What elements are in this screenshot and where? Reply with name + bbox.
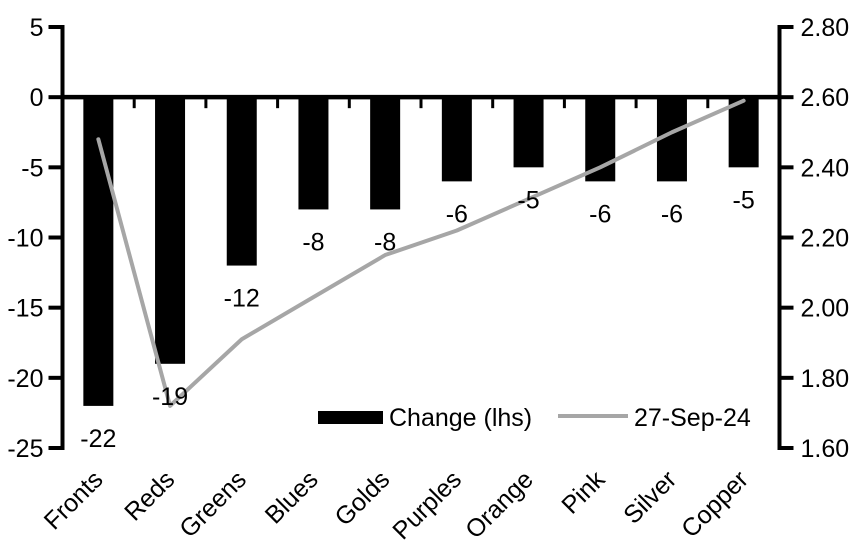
bar: [83, 97, 114, 406]
category-label: Silver: [618, 465, 682, 529]
left-tick-label: 5: [30, 14, 44, 42]
bar-label: -5: [733, 186, 755, 214]
bar-label: -22: [80, 425, 116, 453]
category-label: Reds: [119, 465, 180, 526]
category-label: Purples: [387, 465, 467, 545]
bar-label: -6: [661, 200, 683, 228]
bar: [728, 97, 759, 168]
right-tick-label: 2.60: [801, 84, 850, 112]
right-tick-label: 2.40: [801, 154, 850, 182]
line-series: [96, 98, 746, 408]
category-label: Pink: [556, 465, 611, 520]
legend: Change (lhs) 27-Sep-24: [318, 404, 751, 432]
legend-swatch-bar: [318, 411, 383, 424]
bar: [441, 97, 472, 182]
legend-label: Change (lhs): [389, 404, 532, 432]
bar-label: -12: [224, 285, 260, 313]
category-label: Copper: [676, 465, 754, 543]
right-tick-label: 2.20: [801, 225, 850, 253]
bar-label: -19: [152, 383, 188, 411]
right-tick-label: 2.00: [801, 295, 850, 323]
right-tick-label: 1.80: [801, 365, 850, 393]
legend-label: 27-Sep-24: [634, 404, 751, 432]
category-label: Fronts: [39, 465, 109, 535]
bar: [298, 97, 329, 210]
right-tick-label: 2.80: [801, 14, 850, 42]
bar-label: -8: [374, 228, 396, 256]
category-label: Orange: [460, 465, 539, 544]
left-tick-label: -10: [7, 225, 43, 253]
left-tick-label: -20: [7, 365, 43, 393]
left-tick-label: -5: [21, 154, 43, 182]
bar: [226, 97, 257, 266]
left-tick-label: 0: [30, 84, 44, 112]
bar: [370, 97, 401, 210]
right-tick-label: 1.60: [801, 435, 850, 463]
bar: [513, 97, 544, 168]
category-label: Greens: [174, 465, 252, 543]
left-tick-label: -25: [7, 435, 43, 463]
category-label: Golds: [329, 465, 395, 531]
bar: [155, 97, 186, 364]
bar-label: -6: [589, 200, 611, 228]
left-tick-label: -15: [7, 295, 43, 323]
bar-label: -8: [302, 228, 324, 256]
bar-label: -5: [517, 186, 539, 214]
category-label: Blues: [260, 465, 324, 529]
bar-label: -6: [446, 200, 468, 228]
